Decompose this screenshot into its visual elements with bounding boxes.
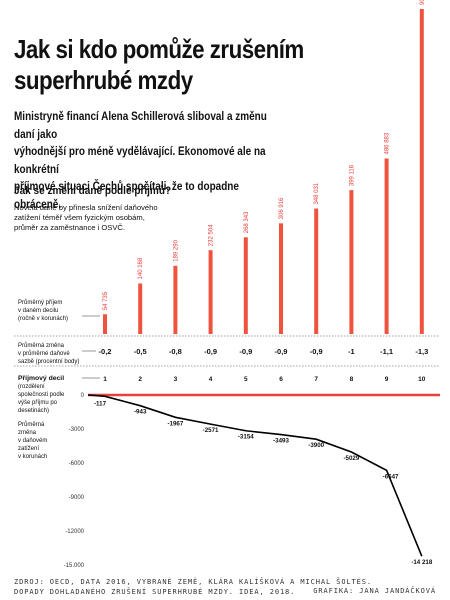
income-value-label: 189 290 [173, 239, 179, 261]
income-value-label: 232 504 [209, 224, 215, 246]
decile-number: 4 [209, 376, 213, 383]
intro-line-1: Ministryně financí Alena Schillerová sli… [14, 110, 267, 141]
change-row-label: v daňovém [18, 438, 47, 444]
income-value-label: 486 883 [385, 132, 391, 154]
rate-change-value: -1 [348, 347, 355, 356]
rate-row-label: v průměrné daňové [18, 350, 70, 357]
tax-change-label: -943 [134, 409, 147, 416]
income-row-label: v daném decilu [18, 308, 58, 314]
income-value-label: 140 168 [138, 257, 144, 279]
tax-change-label: -3154 [238, 434, 254, 441]
decile-number: 1 [103, 376, 107, 383]
intro-paragraph: Ministryně financí Alena Schillerová sli… [14, 108, 272, 213]
intro-line-2: výhodnější pro méně vydělávající. Ekonom… [14, 145, 266, 176]
decile-row-title: Příjmový decil [18, 375, 64, 382]
tax-change-label: -5029 [343, 455, 359, 462]
rate-change-value: -0,9 [310, 347, 323, 356]
rate-change-value: -0,2 [99, 347, 112, 356]
change-row-label: v korunách [18, 454, 47, 460]
income-value-label: 268 343 [244, 211, 250, 233]
decile-row-label: (rozdělení [18, 384, 45, 390]
income-value-label: 54 735 [103, 291, 109, 310]
tax-change-line [87, 394, 423, 557]
tax-change-label: -3900 [308, 442, 324, 449]
note-line-2: zatížení téměř všem fyzickým osobám, [14, 213, 145, 223]
graphics-credit: GRAFIKA: JANA JANDÁČKOVÁ [313, 587, 436, 595]
decile-number: 8 [350, 376, 354, 383]
decile-number: 5 [244, 376, 248, 383]
decile-number: 9 [385, 376, 389, 383]
decile-number: 7 [314, 376, 318, 383]
income-bar-10 [419, 9, 424, 334]
rate-change-value: -0,9 [239, 347, 252, 356]
note-line-1: Novela daně by přinesla snížení daňového [14, 203, 158, 212]
rate-change-value: -0,8 [169, 347, 182, 356]
income-bar-1 [103, 314, 107, 334]
income-value-label: 901 551 [420, 0, 426, 5]
chart-title: Jak si kdo pomůže zrušením superhrubé mz… [14, 34, 304, 96]
tax-change-label: -2571 [203, 427, 219, 434]
decile-number: 3 [174, 376, 178, 383]
intro-line-3: příjmové situaci Čechů spočítali, že to … [14, 180, 239, 211]
chart-subtitle: Jak se změní daně podle příjmů? [14, 185, 172, 197]
income-bar-6 [279, 223, 283, 334]
tax-change-label: -117 [94, 400, 107, 407]
rate-row-label: sazbě (procentní body) [18, 359, 79, 365]
chart-note: Novela daně by přinesla snížení daňového… [14, 203, 159, 234]
decile-row-label: desetinách) [18, 408, 49, 414]
decile-number: 10 [418, 376, 426, 383]
rate-change-value: -1,1 [380, 347, 393, 356]
note-line-3: průměr za zaměstnance i OSVČ. [14, 223, 125, 233]
rate-change-value: -0,9 [275, 347, 288, 356]
income-value-label: 348 031 [314, 182, 320, 204]
rate-change-value: -1,3 [415, 347, 428, 356]
y-tick-label: -15.000 [64, 563, 85, 569]
rate-change-value: -0,5 [134, 347, 147, 356]
decile-number: 2 [138, 376, 142, 383]
source-note: ZDROJ: OECD, DATA 2016, VYBRANÉ ZEMĚ, KL… [14, 577, 372, 597]
decile-number: 6 [279, 376, 283, 383]
income-bar-5 [243, 237, 248, 334]
tax-change-label: -6647 [383, 473, 399, 480]
rate-change-value: -0,9 [204, 347, 217, 356]
tax-change-label: -3493 [273, 438, 289, 445]
y-tick-label: -6000 [69, 461, 85, 467]
source-line-2: DOPADY DOHLADANÉHO ZRUŠENÍ SUPERHRUBÉ MZ… [14, 588, 296, 596]
change-row-label: změna [18, 430, 37, 436]
y-tick-label: -12000 [65, 529, 84, 535]
income-row-label: Průměrný příjem [18, 299, 62, 306]
income-value-label: 399 116 [349, 164, 355, 186]
change-row-label: zatížení [18, 446, 39, 452]
change-row-label: Průměrná [18, 421, 45, 428]
source-line-1: ZDROJ: OECD, DATA 2016, VYBRANÉ ZEMĚ, KL… [14, 578, 373, 586]
title-line-2: superhrubé mzdy [14, 65, 193, 95]
income-bar-8 [349, 190, 354, 334]
y-tick-label: -3000 [69, 427, 85, 433]
income-bar-7 [314, 208, 319, 334]
decile-row-label: společnosti podle [18, 392, 65, 398]
income-bar-4 [208, 250, 213, 334]
decile-row-label: výše příjmu po [18, 400, 58, 406]
income-bar-9 [384, 158, 389, 334]
income-value-label: 306 916 [279, 197, 285, 219]
income-bar-2 [138, 283, 143, 334]
tax-change-label: -1967 [167, 420, 183, 427]
y-tick-label: -9000 [69, 495, 85, 501]
income-bar-3 [173, 265, 178, 334]
y-tick-label: 0 [81, 393, 85, 399]
income-row-label: (ročně v korunách) [18, 316, 68, 322]
tax-change-label: -14 218 [411, 559, 433, 566]
title-line-1: Jak si kdo pomůže zrušením [14, 34, 304, 64]
rate-row-label: Průměrná změna [18, 342, 65, 349]
